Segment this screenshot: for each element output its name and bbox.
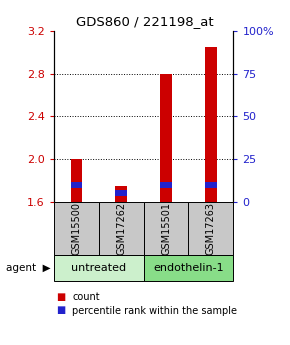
Text: agent  ▶: agent ▶ [6,263,50,273]
Text: GSM17262: GSM17262 [116,202,126,255]
Bar [160,74,172,202]
Bar [160,182,172,188]
Text: GSM17263: GSM17263 [206,202,216,255]
Text: count: count [72,292,100,302]
Text: GDS860 / 221198_at: GDS860 / 221198_at [76,16,214,29]
Text: percentile rank within the sample: percentile rank within the sample [72,306,238,315]
Text: ■: ■ [57,306,66,315]
Text: ■: ■ [57,292,66,302]
Text: endothelin-1: endothelin-1 [153,263,224,273]
Bar [205,47,217,202]
Text: GSM15500: GSM15500 [71,202,81,255]
Bar [115,186,127,202]
Text: GSM15501: GSM15501 [161,202,171,255]
Text: untreated: untreated [71,263,126,273]
Bar [205,182,217,188]
Bar [115,189,127,196]
Bar [70,159,82,202]
Bar [70,182,82,188]
